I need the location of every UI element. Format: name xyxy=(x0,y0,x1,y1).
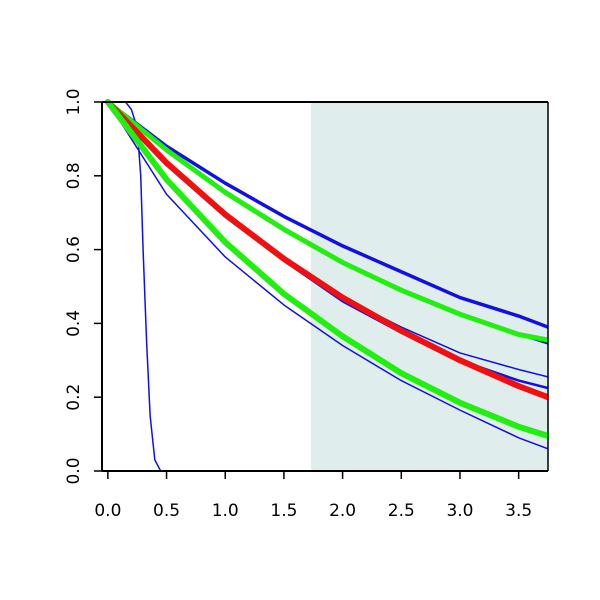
axes-layer xyxy=(101,101,549,472)
x-axis-ticks: 0.0 0.5 1.0 1.5 2.0 2.5 3.0 3.5 xyxy=(94,471,532,521)
series-line-6 xyxy=(107,101,548,450)
y-axis-ticks: 0.0 0.2 0.4 0.6 0.8 1.0 xyxy=(64,88,102,485)
x-tick-label: 1.0 xyxy=(212,501,239,521)
y-tick-label: 0.6 xyxy=(64,236,84,263)
shaded-region xyxy=(310,102,548,471)
y-tick-label: 1.0 xyxy=(64,88,84,115)
series-line-7 xyxy=(105,99,548,343)
series-line-8 xyxy=(104,99,548,401)
x-tick-label: 2.0 xyxy=(329,501,356,521)
series-line-2 xyxy=(106,100,548,329)
y-tick-label: 0.4 xyxy=(64,310,84,337)
series-layer xyxy=(104,99,548,472)
x-tick-label: 3.5 xyxy=(505,501,532,521)
x-tick-label: 0.0 xyxy=(94,501,121,521)
x-tick-label: 2.5 xyxy=(388,501,415,521)
x-tick-label: 1.5 xyxy=(270,501,297,521)
series-line-9 xyxy=(104,99,548,439)
y-tick-label: 0.0 xyxy=(64,457,84,484)
y-tick-label: 0.2 xyxy=(64,384,84,411)
x-tick-label: 3.0 xyxy=(446,501,473,521)
y-tick-label: 0.8 xyxy=(64,162,84,189)
x-tick-label: 0.5 xyxy=(153,501,180,521)
